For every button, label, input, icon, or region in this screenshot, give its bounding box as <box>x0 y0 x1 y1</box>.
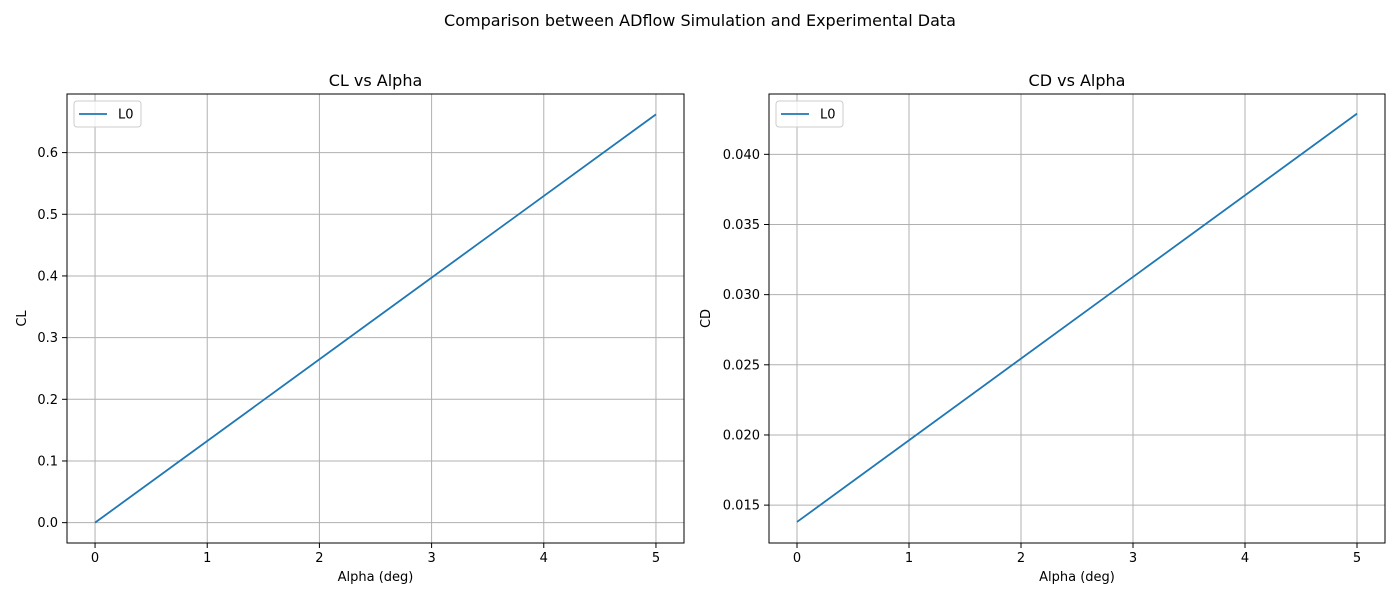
cl-y-tick-label-3: 0.3 <box>37 331 58 346</box>
cd-y-tick-label-5: 0.040 <box>723 148 760 163</box>
cl-y-tick-label-1: 0.1 <box>37 454 58 469</box>
cl-y-tick-label-5: 0.5 <box>37 208 58 223</box>
cd-y-tick-label-1: 0.020 <box>723 428 760 443</box>
cd-y-tick-label-2: 0.025 <box>723 358 760 373</box>
cl-x-tick-label-2: 2 <box>315 551 323 566</box>
cd-legend-label-0: L0 <box>820 108 836 123</box>
cd-axes-frame <box>768 93 1386 544</box>
cl-x-tick-label-5: 5 <box>652 551 660 566</box>
cd-chart-title: CD vs Alpha <box>1029 71 1126 90</box>
cl-x-tick-label-4: 4 <box>540 551 548 566</box>
cl-x-tick-label-1: 1 <box>203 551 211 566</box>
cd-x-tick-label-4: 4 <box>1241 551 1249 566</box>
cd-legend-box <box>775 100 844 128</box>
cl-series-line-0 <box>94 113 657 524</box>
cl-y-axis-label: CL <box>15 310 30 327</box>
cl-y-tick-label-0: 0.0 <box>37 516 58 531</box>
cl-y-tick-label-4: 0.4 <box>37 269 58 284</box>
cd-y-tick-label-0: 0.015 <box>723 499 760 514</box>
cd-x-tick-label-1: 1 <box>905 551 913 566</box>
cd-series-line-0 <box>796 112 1358 523</box>
cd-x-tick-label-2: 2 <box>1017 551 1025 566</box>
cl-chart-title: CL vs Alpha <box>329 71 423 90</box>
cd-x-tick-label-0: 0 <box>793 551 801 566</box>
cl-legend-box <box>73 100 142 128</box>
axes-cl-vs-alpha: 0 1 2 3 4 5 0.0 0.1 0.2 0.3 0.4 0.5 0.6 CL vs Alpha Al… <box>15 71 685 585</box>
cd-y-axis-label: CD <box>699 309 714 328</box>
cl-x-tick-label-0: 0 <box>91 551 99 566</box>
figure-suptitle: Comparison between ADflow Simulation and… <box>444 11 956 30</box>
cl-legend-label-0: L0 <box>118 108 134 123</box>
cd-x-tick-label-3: 3 <box>1129 551 1137 566</box>
cd-legend: L0 <box>775 100 844 128</box>
cd-y-tick-label-4: 0.035 <box>723 218 760 233</box>
cl-y-tick-label-2: 0.2 <box>37 393 58 408</box>
cl-x-axis-label: Alpha (deg) <box>338 570 414 585</box>
cl-legend: L0 <box>73 100 142 128</box>
cl-y-tick-label-6: 0.6 <box>37 146 58 161</box>
cd-y-tick-label-3: 0.030 <box>723 288 760 303</box>
cd-x-tick-label-5: 5 <box>1353 551 1361 566</box>
axes-cd-vs-alpha: 0 1 2 3 4 5 0.015 0.020 0.025 0.030 0.035 0.040 CD v… <box>699 71 1386 585</box>
cl-x-tick-label-3: 3 <box>427 551 435 566</box>
cl-axes-frame <box>66 93 685 544</box>
cd-x-axis-label: Alpha (deg) <box>1039 570 1115 585</box>
